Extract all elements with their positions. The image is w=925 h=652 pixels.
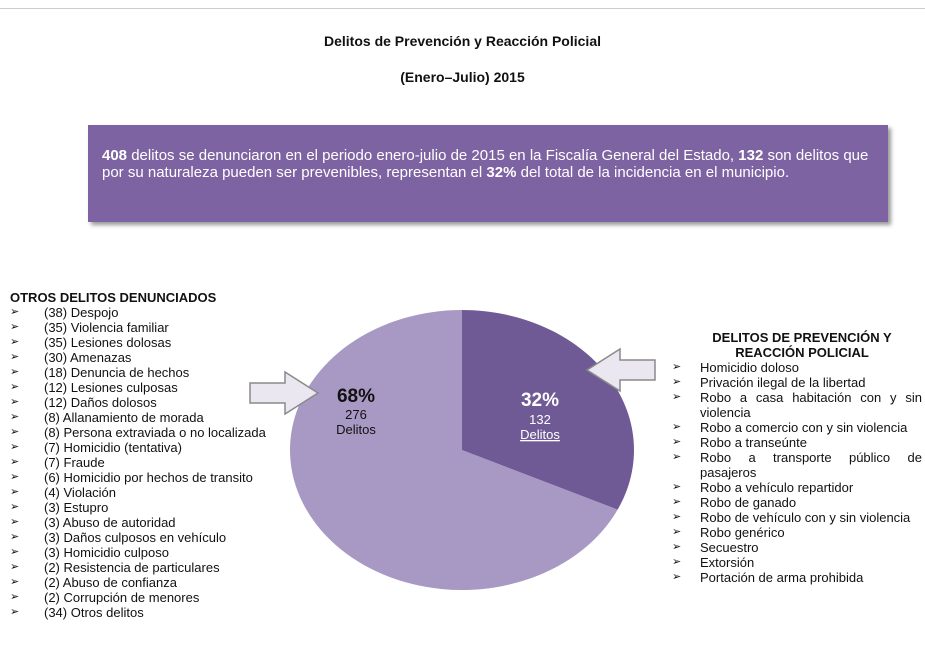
divider — [0, 8, 925, 9]
list-item: (3) Estupro — [10, 500, 300, 515]
list-item: (3) Daños culposos en vehículo — [10, 530, 300, 545]
list-item: (7) Homicidio (tentativa) — [10, 440, 300, 455]
slice-unit: Delitos — [336, 422, 376, 437]
list-title: DELITOS DE PREVENCIÓN Y REACCIÓN POLICIA… — [712, 330, 892, 360]
list-item: (38) Despojo — [10, 305, 300, 320]
list-item: (3) Homicidio culposo — [10, 545, 300, 560]
list-item: (35) Violencia familiar — [10, 320, 300, 335]
list-item: Secuestro — [672, 540, 922, 555]
title: Delitos de Prevención y Reacción Policia… — [324, 33, 601, 49]
other-crimes-list: OTROS DELITOS DENUNCIADOS (38) Despojo(3… — [10, 290, 300, 620]
prevention-crimes-list: DELITOS DE PREVENCIÓN Y REACCIÓN POLICIA… — [672, 330, 922, 585]
list-item: Robo de ganado — [672, 495, 922, 510]
list-item: (30) Amenazas — [10, 350, 300, 365]
list-item: (6) Homicidio por hechos de transito — [10, 470, 300, 485]
list-item: Robo de vehículo con y sin violencia — [672, 510, 922, 525]
pie-slice — [290, 310, 618, 590]
slice-percent: 32% — [521, 390, 559, 411]
list-item: Robo a transporte público de pasajeros — [672, 450, 922, 480]
list-title: OTROS DELITOS DENUNCIADOS — [10, 290, 217, 305]
summary-text: son delitos que por su naturaleza pueden… — [102, 147, 869, 181]
list-item: (3) Abuso de autoridad — [10, 515, 300, 530]
list-item: Extorsión — [672, 555, 922, 570]
list-item: (12) Daños dolosos — [10, 395, 300, 410]
pie-slice — [462, 310, 634, 510]
list-item: Robo a casa habitación con y sin violenc… — [672, 390, 922, 420]
summary-text: delitos se denunciaron en el periodo ene… — [127, 147, 739, 164]
list-item: Portación de arma prohibida — [672, 570, 922, 585]
list-item: (7) Fraude — [10, 455, 300, 470]
list: (38) Despojo(35) Violencia familiar(35) … — [10, 305, 300, 620]
summary-text: 408 — [102, 147, 128, 164]
list-item: (2) Abuso de confianza — [10, 575, 300, 590]
list-item: Robo a transeúnte — [672, 435, 922, 450]
list-item: Robo a vehículo repartidor — [672, 480, 922, 495]
summary-text: 32% — [486, 164, 517, 181]
summary-text: del total de la incidencia en el municip… — [516, 164, 790, 181]
slice-percent: 68% — [337, 386, 375, 407]
list-item: Robo genérico — [672, 525, 922, 540]
list-item: Robo a comercio con y sin violencia — [672, 420, 922, 435]
list-item: (18) Denuncia de hechos — [10, 365, 300, 380]
summary-text: 132 — [738, 147, 764, 164]
slice-unit: Delitos — [520, 427, 560, 442]
list-item: Homicidio doloso — [672, 360, 922, 375]
list-item: (12) Lesiones culposas — [10, 380, 300, 395]
list-item: (2) Corrupción de menores — [10, 590, 300, 605]
list-item: (8) Persona extraviada o no localizada — [10, 425, 300, 440]
slice-count: 276 — [345, 407, 367, 422]
summary-box: 408 delitos se denunciaron en el periodo… — [88, 125, 888, 222]
slice-count: 132 — [529, 412, 551, 427]
list-item: (34) Otros delitos — [10, 605, 300, 620]
subtitle: (Enero–Julio) 2015 — [400, 69, 525, 85]
list-item: (8) Allanamiento de morada — [10, 410, 300, 425]
list-item: (35) Lesiones dolosas — [10, 335, 300, 350]
list-item: Privación ilegal de la libertad — [672, 375, 922, 390]
list-item: (2) Resistencia de particulares — [10, 560, 300, 575]
list: Homicidio dolosoPrivación ilegal de la l… — [672, 360, 922, 585]
list-item: (4) Violación — [10, 485, 300, 500]
arrow-left — [585, 347, 656, 393]
